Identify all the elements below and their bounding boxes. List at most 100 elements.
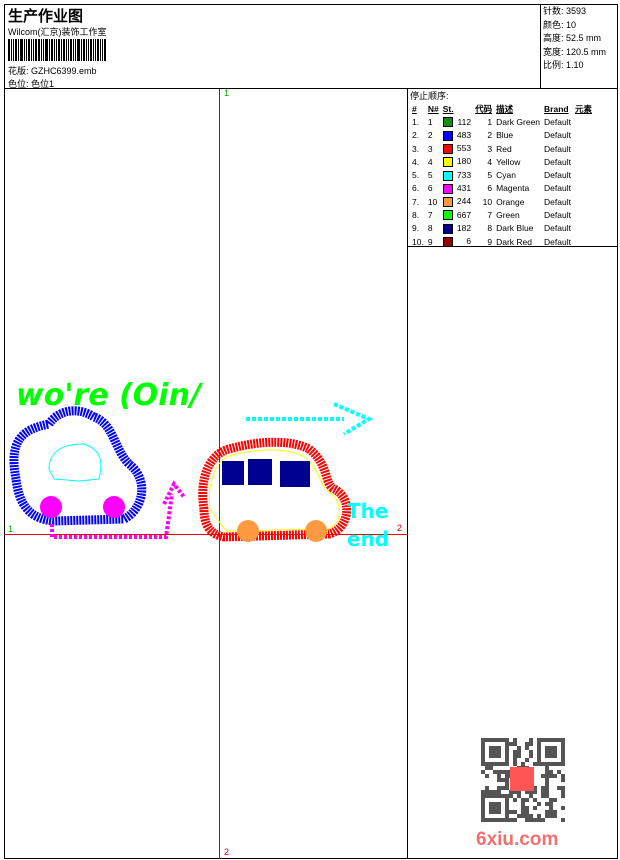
info-value: 3593: [566, 6, 587, 16]
color-description: Yellow: [496, 156, 521, 167]
needle-number: 2: [427, 130, 433, 141]
stitch-count: 180: [456, 156, 472, 167]
color-swatch: [442, 170, 453, 181]
color-code: 3: [487, 143, 493, 154]
element: [573, 155, 594, 168]
column-header: 元素: [574, 103, 592, 114]
watermark-logo: 6xiu.com: [476, 829, 559, 850]
design-canvas: 1 2 1 2 wo're (Oin/ The end: [4, 88, 408, 859]
color-code: 5: [487, 170, 493, 181]
magenta-wheel: [103, 496, 125, 518]
stop-order-table: # N# St. 代码 描述 Brand 元素 1. 1 112 1 Dark Green …: [410, 102, 594, 248]
color-code: 7: [487, 210, 493, 221]
qr-code: [481, 738, 565, 822]
needle-number: 8: [427, 223, 433, 234]
color-description: Orange: [496, 196, 525, 207]
brand: Default: [544, 170, 571, 181]
brand: Default: [544, 130, 571, 141]
table-row: 2. 2 483 2 Blue Default: [410, 129, 594, 142]
row-index: 3.: [412, 143, 420, 154]
marker-left: 1: [8, 524, 14, 534]
row-index: 10.: [412, 236, 424, 247]
table-row: 8. 7 667 7 Green Default: [410, 208, 594, 221]
color-swatch: [442, 183, 453, 194]
vertical-axis-line: [219, 89, 220, 859]
needle-number: 9: [427, 236, 433, 247]
column-header: Brand: [544, 103, 569, 114]
brand: Default: [544, 223, 571, 234]
needle-number: 6: [427, 183, 433, 194]
magenta-arrow: [50, 480, 186, 539]
marker-bottom: 2: [224, 847, 230, 857]
color-cell: 483: [441, 129, 473, 142]
stop-order-title: 停止顺序:: [410, 91, 449, 101]
info-stitches: 针数: 3593: [543, 5, 616, 19]
colorway: 色位: 色位1: [8, 77, 54, 90]
color-cell: 180: [441, 155, 473, 168]
table-row: 5. 5 733 5 Cyan Default: [410, 168, 594, 181]
info-label: 高度:: [543, 33, 564, 43]
table-row: 3. 3 553 3 Red Default: [410, 142, 594, 155]
brand: Default: [544, 210, 571, 221]
color-description: Red: [496, 143, 512, 154]
page-title: 生产作业图: [8, 8, 84, 25]
color-cell: 553: [441, 142, 473, 155]
color-cell: 733: [441, 168, 473, 181]
column-header: St.: [442, 103, 454, 114]
brand: Default: [544, 143, 571, 154]
embroidery-design: [9, 402, 374, 542]
row-index: 4.: [412, 156, 420, 167]
color-swatch: [442, 143, 453, 154]
color-description: Dark Red: [496, 236, 532, 247]
color-swatch: [442, 210, 453, 221]
color-description: Green: [496, 210, 520, 221]
marker-right: 2: [397, 523, 403, 533]
color-swatch: [442, 223, 453, 234]
column-header: 描述: [496, 103, 514, 114]
design-info: 针数: 3593 颜色: 10 高度: 52.5 mm 宽度: 120.5 mm…: [540, 4, 618, 89]
info-value: 120.5 mm: [566, 46, 607, 57]
color-cell: 244: [441, 195, 473, 208]
horizontal-axis-line: [4, 534, 408, 535]
color-description: Cyan: [496, 170, 516, 181]
row-index: 6.: [412, 183, 420, 194]
info-colors: 颜色: 10: [543, 19, 616, 33]
brand: Default: [544, 183, 571, 194]
stop-order-panel: 停止顺序: # N# St. 代码 描述 Brand 元素 1. 1 112 1 Dark …: [408, 89, 618, 247]
needle-number: 1: [427, 116, 433, 127]
seal-stamp: [510, 767, 534, 791]
info-label: 比例:: [543, 60, 564, 70]
pattern-value: GZHC6399.emb: [31, 66, 97, 76]
page-frame: [4, 4, 618, 859]
table-row: 9. 8 182 8 Dark Blue Default: [410, 222, 594, 235]
design-text-end: end: [347, 527, 390, 551]
pattern-name: 花版: GZHC6399.emb: [8, 64, 97, 77]
color-code: 1: [487, 116, 493, 127]
row-index: 9.: [412, 223, 420, 234]
stitch-count: 483: [456, 129, 472, 140]
marker-top: 1: [224, 88, 230, 98]
element: [573, 129, 594, 142]
row-index: 2.: [412, 130, 420, 141]
color-description: Magenta: [496, 183, 530, 194]
pattern-label: 花版:: [8, 66, 29, 76]
color-description: Dark Blue: [496, 223, 534, 234]
element: [573, 235, 594, 248]
brand: Default: [544, 156, 571, 167]
orange-wheel: [237, 520, 259, 542]
row-index: 7.: [412, 196, 420, 207]
row-index: 5.: [412, 170, 420, 181]
column-header: 代码: [475, 103, 493, 114]
cyan-arrow: [246, 402, 374, 436]
design-text-the: The: [347, 499, 389, 523]
stitch-count: 6: [466, 236, 472, 247]
table-row: 1. 1 112 1 Dark Green Default: [410, 115, 594, 128]
color-swatch: [442, 130, 453, 141]
row-index: 8.: [412, 210, 420, 221]
column-header: #: [412, 103, 417, 114]
stitch-count: 431: [456, 183, 472, 194]
table-row: 7. 10 244 10 Orange Default: [410, 195, 594, 208]
info-value: 1.10: [566, 60, 584, 70]
colorway-label: 色位:: [8, 79, 29, 89]
table-row: 10. 9 6 9 Dark Red Default: [410, 235, 594, 248]
